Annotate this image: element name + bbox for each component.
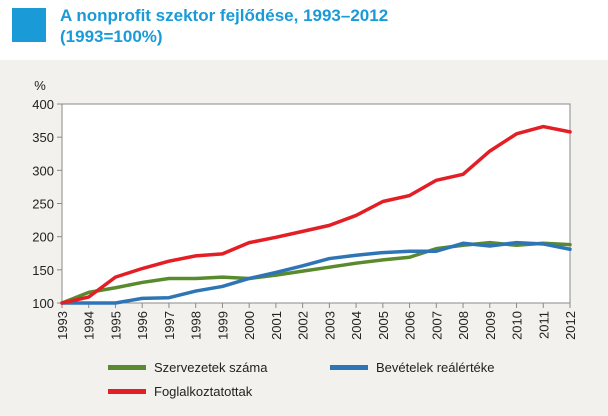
y-tick-label: 200 bbox=[32, 230, 54, 245]
legend-item-szervezetek: Szervezetek száma bbox=[108, 360, 267, 375]
x-tick-label: 1999 bbox=[215, 311, 230, 340]
x-tick-label: 2008 bbox=[456, 311, 471, 340]
x-tick-label: 1998 bbox=[189, 311, 204, 340]
x-tick-label: 2009 bbox=[483, 311, 498, 340]
legend-item-foglalkoztatottak: Foglalkoztatottak bbox=[108, 384, 252, 399]
legend-label: Foglalkoztatottak bbox=[154, 384, 253, 399]
y-axis: 100 150 200 250 300 350 400 bbox=[32, 97, 62, 311]
chart-subtitle: (1993=100%) bbox=[60, 27, 163, 46]
line-chart: % 100 150 200 250 300 350 400 1993 1994 1995 1996… bbox=[32, 78, 578, 340]
series-line-0 bbox=[60, 240, 572, 305]
plot-area bbox=[61, 103, 571, 304]
x-tick-label: 2003 bbox=[322, 311, 337, 340]
legend-label: Bevételek reálértéke bbox=[376, 360, 495, 375]
legend-swatch bbox=[108, 365, 146, 370]
x-tick-label: 2006 bbox=[403, 311, 418, 340]
x-tick-label: 1995 bbox=[108, 311, 123, 340]
x-tick-label: 2000 bbox=[242, 311, 257, 340]
x-tick-label: 2002 bbox=[296, 311, 311, 340]
y-axis-label: % bbox=[34, 78, 46, 93]
y-tick-label: 250 bbox=[32, 197, 54, 212]
x-tick-label: 2010 bbox=[510, 311, 525, 340]
x-tick-label: 1994 bbox=[82, 311, 97, 340]
x-tick-label: 1996 bbox=[135, 311, 150, 340]
series-lines bbox=[60, 124, 572, 305]
x-tick-label: 2011 bbox=[536, 311, 551, 339]
y-tick-label: 150 bbox=[32, 263, 54, 278]
legend-swatch bbox=[330, 365, 368, 370]
chart-title: A nonprofit szektor fejlődése, 1993–2012 bbox=[60, 6, 389, 25]
x-tick-label: 2007 bbox=[429, 311, 444, 340]
x-tick-label: 2004 bbox=[349, 311, 364, 340]
series-line-2 bbox=[60, 124, 572, 305]
x-tick-label: 2001 bbox=[269, 311, 284, 340]
x-tick-label: 2012 bbox=[563, 311, 578, 340]
y-tick-label: 350 bbox=[32, 130, 54, 145]
series-line-1 bbox=[60, 240, 572, 305]
chart-panel: % 100 150 200 250 300 350 400 1993 1994 1995 1996… bbox=[0, 60, 608, 416]
y-tick-label: 100 bbox=[32, 296, 54, 311]
legend-item-bevetelek: Bevételek reálértéke bbox=[330, 360, 495, 375]
x-tick-label: 2005 bbox=[376, 311, 391, 340]
y-tick-label: 400 bbox=[32, 97, 54, 112]
legend-swatch bbox=[108, 389, 146, 394]
y-tick-label: 300 bbox=[32, 163, 54, 178]
x-tick-label: 1993 bbox=[55, 311, 70, 340]
title-square-icon bbox=[12, 8, 46, 42]
x-tick-label: 1997 bbox=[162, 311, 177, 340]
x-axis: 1993 1994 1995 1996 1997 1998 1999 2000 2001 2002… bbox=[55, 303, 578, 340]
legend-label: Szervezetek száma bbox=[154, 360, 268, 375]
